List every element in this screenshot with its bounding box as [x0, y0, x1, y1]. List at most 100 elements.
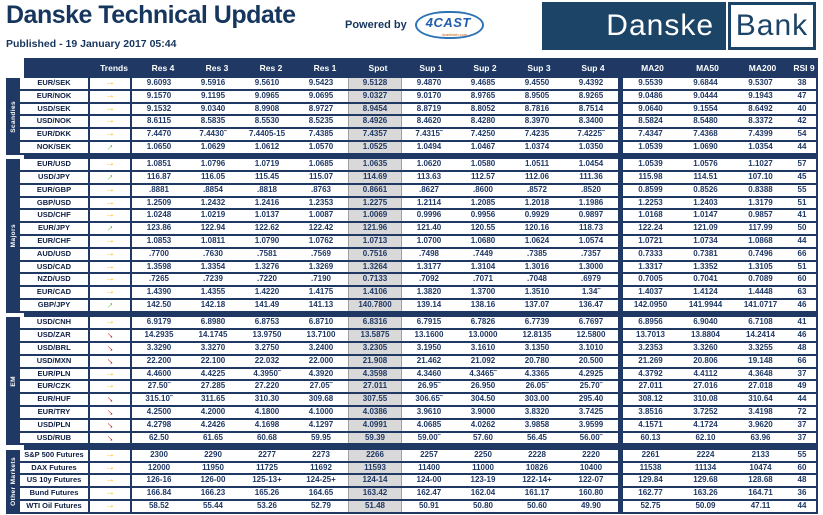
- column-separator: [618, 141, 623, 153]
- column-header-ma50: MA50: [696, 63, 719, 73]
- column-separator: [618, 287, 623, 299]
- cell-sup4: .8520: [580, 184, 602, 194]
- trend-cell: →: [90, 210, 132, 222]
- cell-rsi9: 38: [797, 78, 807, 87]
- cell-ma200: 0.9857: [748, 210, 773, 220]
- section-gap: [6, 312, 818, 318]
- cell-sup3: 10826: [525, 462, 549, 472]
- table-row: USD/PLN → 4.2798 4.2426 4.1698 4.1297 4.0991 4.…: [20, 419, 818, 433]
- instrument-label: S&P 500 Futures: [20, 449, 90, 461]
- gap-bar: [24, 312, 818, 318]
- cell-ma20: 1.0539: [638, 159, 663, 169]
- cell-res4: 1.0853: [146, 236, 172, 246]
- cell-sup4: 9.4392: [578, 78, 604, 87]
- column-separator: [618, 501, 623, 512]
- cell-ma200: 1.3105: [748, 261, 773, 271]
- trend-cell: →: [90, 419, 132, 431]
- cell-spot: 9.5128: [348, 78, 402, 89]
- instrument-label: USD/RUB: [20, 432, 90, 444]
- cell-ma20: 162.77: [638, 488, 663, 498]
- cell-res4: 2300: [150, 449, 168, 459]
- cell-ma200: 2133: [751, 449, 770, 459]
- column-header-ma20: MA20: [641, 63, 664, 73]
- cell-ma50: 121.09: [693, 223, 718, 233]
- trend-cell: →: [90, 236, 132, 247]
- trend-right-icon: →: [105, 368, 115, 379]
- cell-sup2: 9.4685: [470, 78, 496, 87]
- cell-sup1: 1.0494: [416, 141, 442, 151]
- cell-ma50: 11134: [694, 462, 717, 472]
- column-separator: [618, 432, 623, 444]
- instrument-label: EUR/GBP: [20, 184, 90, 196]
- column-header-res-4: Res 4: [151, 63, 175, 73]
- cell-sup2: 3.9000: [470, 406, 496, 416]
- cell-rsi9: 48: [797, 475, 807, 485]
- instrument-label: EUR/PLN: [20, 368, 90, 380]
- cell-ma50: 0.8526: [693, 184, 718, 194]
- cell-res2: 115.45: [254, 172, 280, 182]
- cell-ma20: 52.75: [640, 501, 661, 510]
- cell-sup1: 4.0685: [416, 419, 442, 429]
- cell-sup3: 1.2018: [524, 197, 550, 207]
- trend-cell: →: [90, 129, 132, 140]
- cell-sup1: 7.4315˜: [415, 129, 443, 139]
- section-em: EM USD/CNH → 6.9179 6.8980 6.8753 6.8710 6.8316…: [6, 317, 818, 446]
- cell-res2: .7581: [256, 248, 278, 258]
- trend-cell: →: [90, 355, 132, 367]
- cell-res1: 1.0570: [308, 141, 334, 151]
- cell-ma200: 1.0868: [748, 236, 773, 246]
- cell-sup2: 120.55: [470, 223, 496, 233]
- cell-ma20: 4.1571: [638, 419, 663, 429]
- instrument-label: EUR/CAD: [20, 287, 90, 299]
- cell-ma200: 3.3255: [748, 342, 773, 352]
- column-header-spot: Spot: [352, 63, 404, 73]
- cell-sup3: 0.9929: [524, 210, 550, 220]
- cell-spot: 7.4357: [348, 129, 402, 140]
- cell-sup3: 1.3510: [524, 287, 550, 297]
- cell-rsi9: 36: [797, 488, 807, 498]
- cell-ma20: 7.4347: [638, 129, 663, 139]
- cell-res3: 1.0219: [200, 210, 226, 220]
- cell-res3: 1.4355: [200, 287, 226, 297]
- cell-res2: 122.62: [254, 223, 280, 233]
- cell-res3: 9.5916: [200, 78, 226, 87]
- trend-right-icon: →: [105, 248, 115, 259]
- cell-res2: 141.49: [254, 300, 280, 310]
- cell-sup3: .7048: [526, 274, 548, 284]
- cell-spot: 4.3598: [348, 368, 402, 380]
- cell-res2: 60.68: [256, 432, 278, 442]
- cell-res1: 13.7100: [306, 330, 336, 340]
- table-row: AUD/USD → .7700 .7630 .7581 .7569 0.7516 .7498.…: [20, 248, 818, 262]
- instrument-label: USD/PLN: [20, 419, 90, 431]
- column-separator: [618, 223, 623, 235]
- cell-ma20: 3.8516: [638, 406, 663, 416]
- cell-sup2: 4.0262: [470, 419, 496, 429]
- cell-rsi9: 57: [797, 159, 807, 169]
- cell-sup2: 1.3700: [470, 287, 496, 297]
- cell-res2: 1.2416: [254, 197, 280, 207]
- cell-ma200: 7.4399: [748, 129, 773, 139]
- cell-res2: 53.26: [256, 501, 278, 510]
- cell-spot: 0.7133: [348, 274, 402, 286]
- danske-bank-logo: Danske Bank: [542, 2, 816, 50]
- cell-sup1: 3.9610: [416, 406, 442, 416]
- cell-ma200: 3.9620: [748, 419, 773, 429]
- column-separator: [618, 129, 623, 140]
- cell-sup3: 56.45: [526, 432, 548, 442]
- cell-spot: 2266: [348, 449, 402, 461]
- cell-sup1: 113.63: [416, 172, 442, 182]
- table-row: EUR/USD → 1.0851 1.0796 1.0719 1.0685 1.0635 1.…: [20, 159, 818, 173]
- cell-sup4: 160.80: [578, 488, 604, 498]
- cell-sup3: .8572: [526, 184, 548, 194]
- cell-ma200: 3.4198: [748, 406, 773, 416]
- cell-sup2: 21.092: [470, 355, 496, 365]
- section-label-text: EM: [9, 376, 17, 387]
- cell-sup4: 118.73: [578, 223, 604, 233]
- cell-res1: .7569: [310, 248, 332, 258]
- cell-rsi9: 47: [797, 90, 807, 100]
- instrument-label: USD/CNH: [20, 317, 90, 329]
- column-header-res-3: Res 3: [205, 63, 229, 73]
- table-row: GBP/USD → 1.2509 1.2432 1.2416 1.2353 1.2275 1.…: [20, 197, 818, 211]
- table-body: Scandies EUR/SEK → 9.6093 9.5916 9.5610 9.5423…: [6, 78, 818, 514]
- cell-sup2: 50.80: [472, 501, 494, 510]
